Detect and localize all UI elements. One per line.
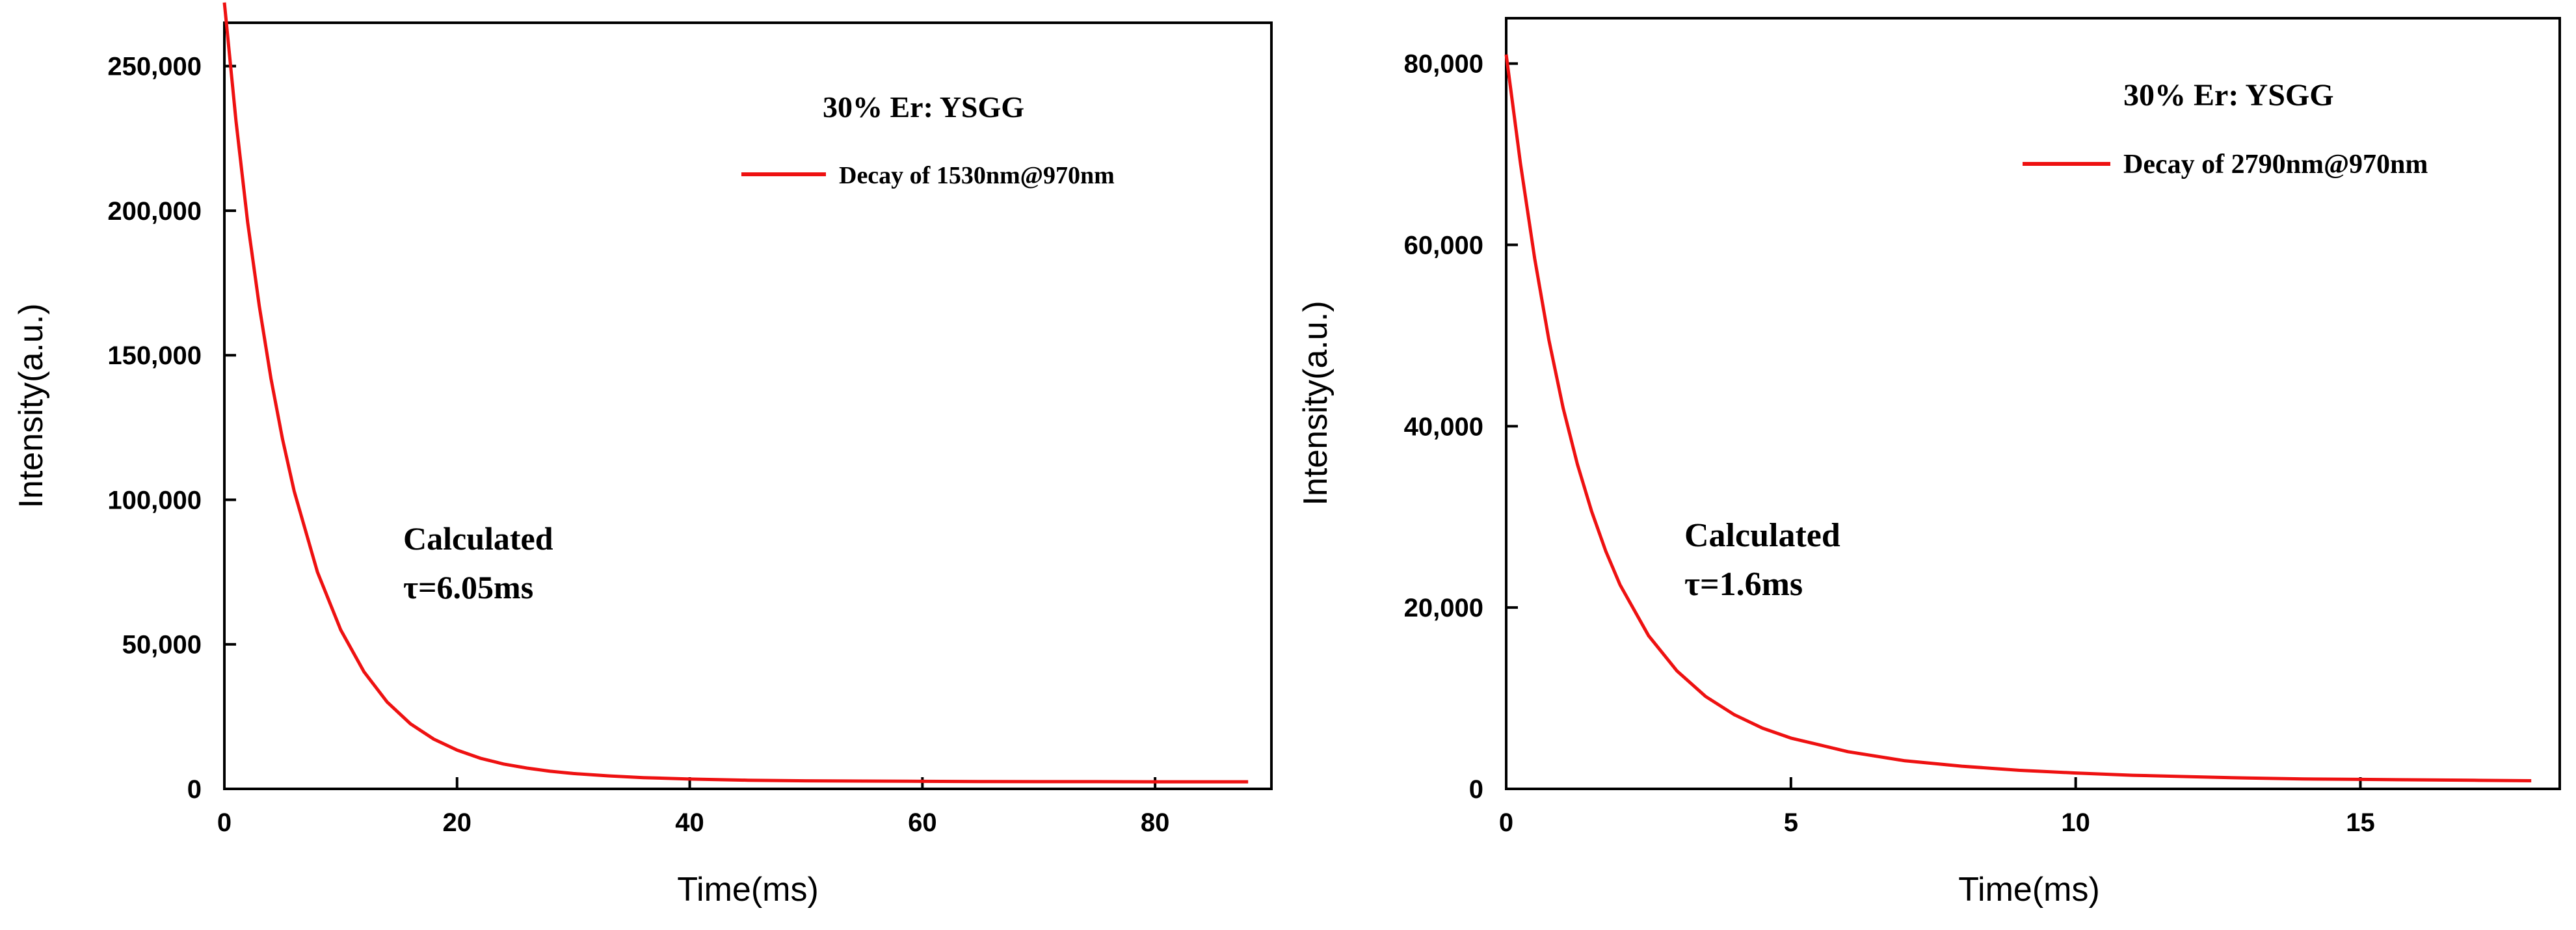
x-tick-label: 60 [908,808,937,837]
series-line [1504,54,2532,782]
x-axis-label: Time(ms) [677,871,819,909]
legend-label: Decay of 1530nm@970nm [839,162,1115,189]
y-tick-label: 200,000 [107,197,202,226]
x-tick-label: 80 [1141,808,1170,837]
chart-title: 30% Er: YSGG [823,90,1024,124]
x-tick-label: 5 [1784,808,1798,837]
chart-right: 0 5 10 15 0 20,000 40,000 60,000 80,000 30% Er:… [1297,17,2561,909]
annotation-tau: τ=6.05ms [403,569,533,605]
decay-curve [1504,54,2532,782]
y-tick-label: 20,000 [1404,594,1483,622]
y-tick-label: 250,000 [107,53,202,81]
y-tick-label: 50,000 [122,631,202,659]
y-tick-label: 40,000 [1404,412,1483,441]
decay-curve [222,2,1249,784]
x-axis-label: Time(ms) [1958,871,2100,909]
x-tick-label: 0 [1499,808,1513,837]
y-axis-label: Intensity(a.u.) [12,303,50,508]
x-tick-label: 0 [217,808,232,837]
y-tick-label: 150,000 [107,341,202,370]
legend-label: Decay of 2790nm@970nm [2123,150,2428,179]
annotation-calculated: Calculated [403,520,553,557]
y-tick-label: 0 [1469,775,1483,804]
y-ticks: 0 20,000 40,000 60,000 80,000 [1404,50,1518,804]
plot-frame [223,21,1273,790]
y-tick-label: 100,000 [107,486,202,514]
chart-left: 0 20 40 60 80 0 50,000 100,000 150,000 200,000 25… [12,2,1273,909]
x-tick-label: 20 [443,808,472,837]
x-ticks: 0 5 10 15 [1499,777,2375,837]
series-line [222,2,1249,784]
y-tick-label: 0 [187,775,202,804]
x-tick-label: 15 [2346,808,2375,837]
y-tick-label: 60,000 [1404,232,1483,260]
x-tick-label: 10 [2061,808,2090,837]
y-ticks: 0 50,000 100,000 150,000 200,000 250,000 [107,53,236,804]
x-tick-label: 40 [675,808,704,837]
y-tick-label: 80,000 [1404,50,1483,79]
y-axis-label: Intensity(a.u.) [1297,300,1334,505]
x-ticks: 0 20 40 60 80 [217,777,1169,837]
annotation-calculated: Calculated [1684,517,1840,554]
plot-frame [1505,17,2561,790]
annotation-tau: τ=1.6ms [1684,566,1803,603]
chart-title: 30% Er: YSGG [2123,78,2334,113]
